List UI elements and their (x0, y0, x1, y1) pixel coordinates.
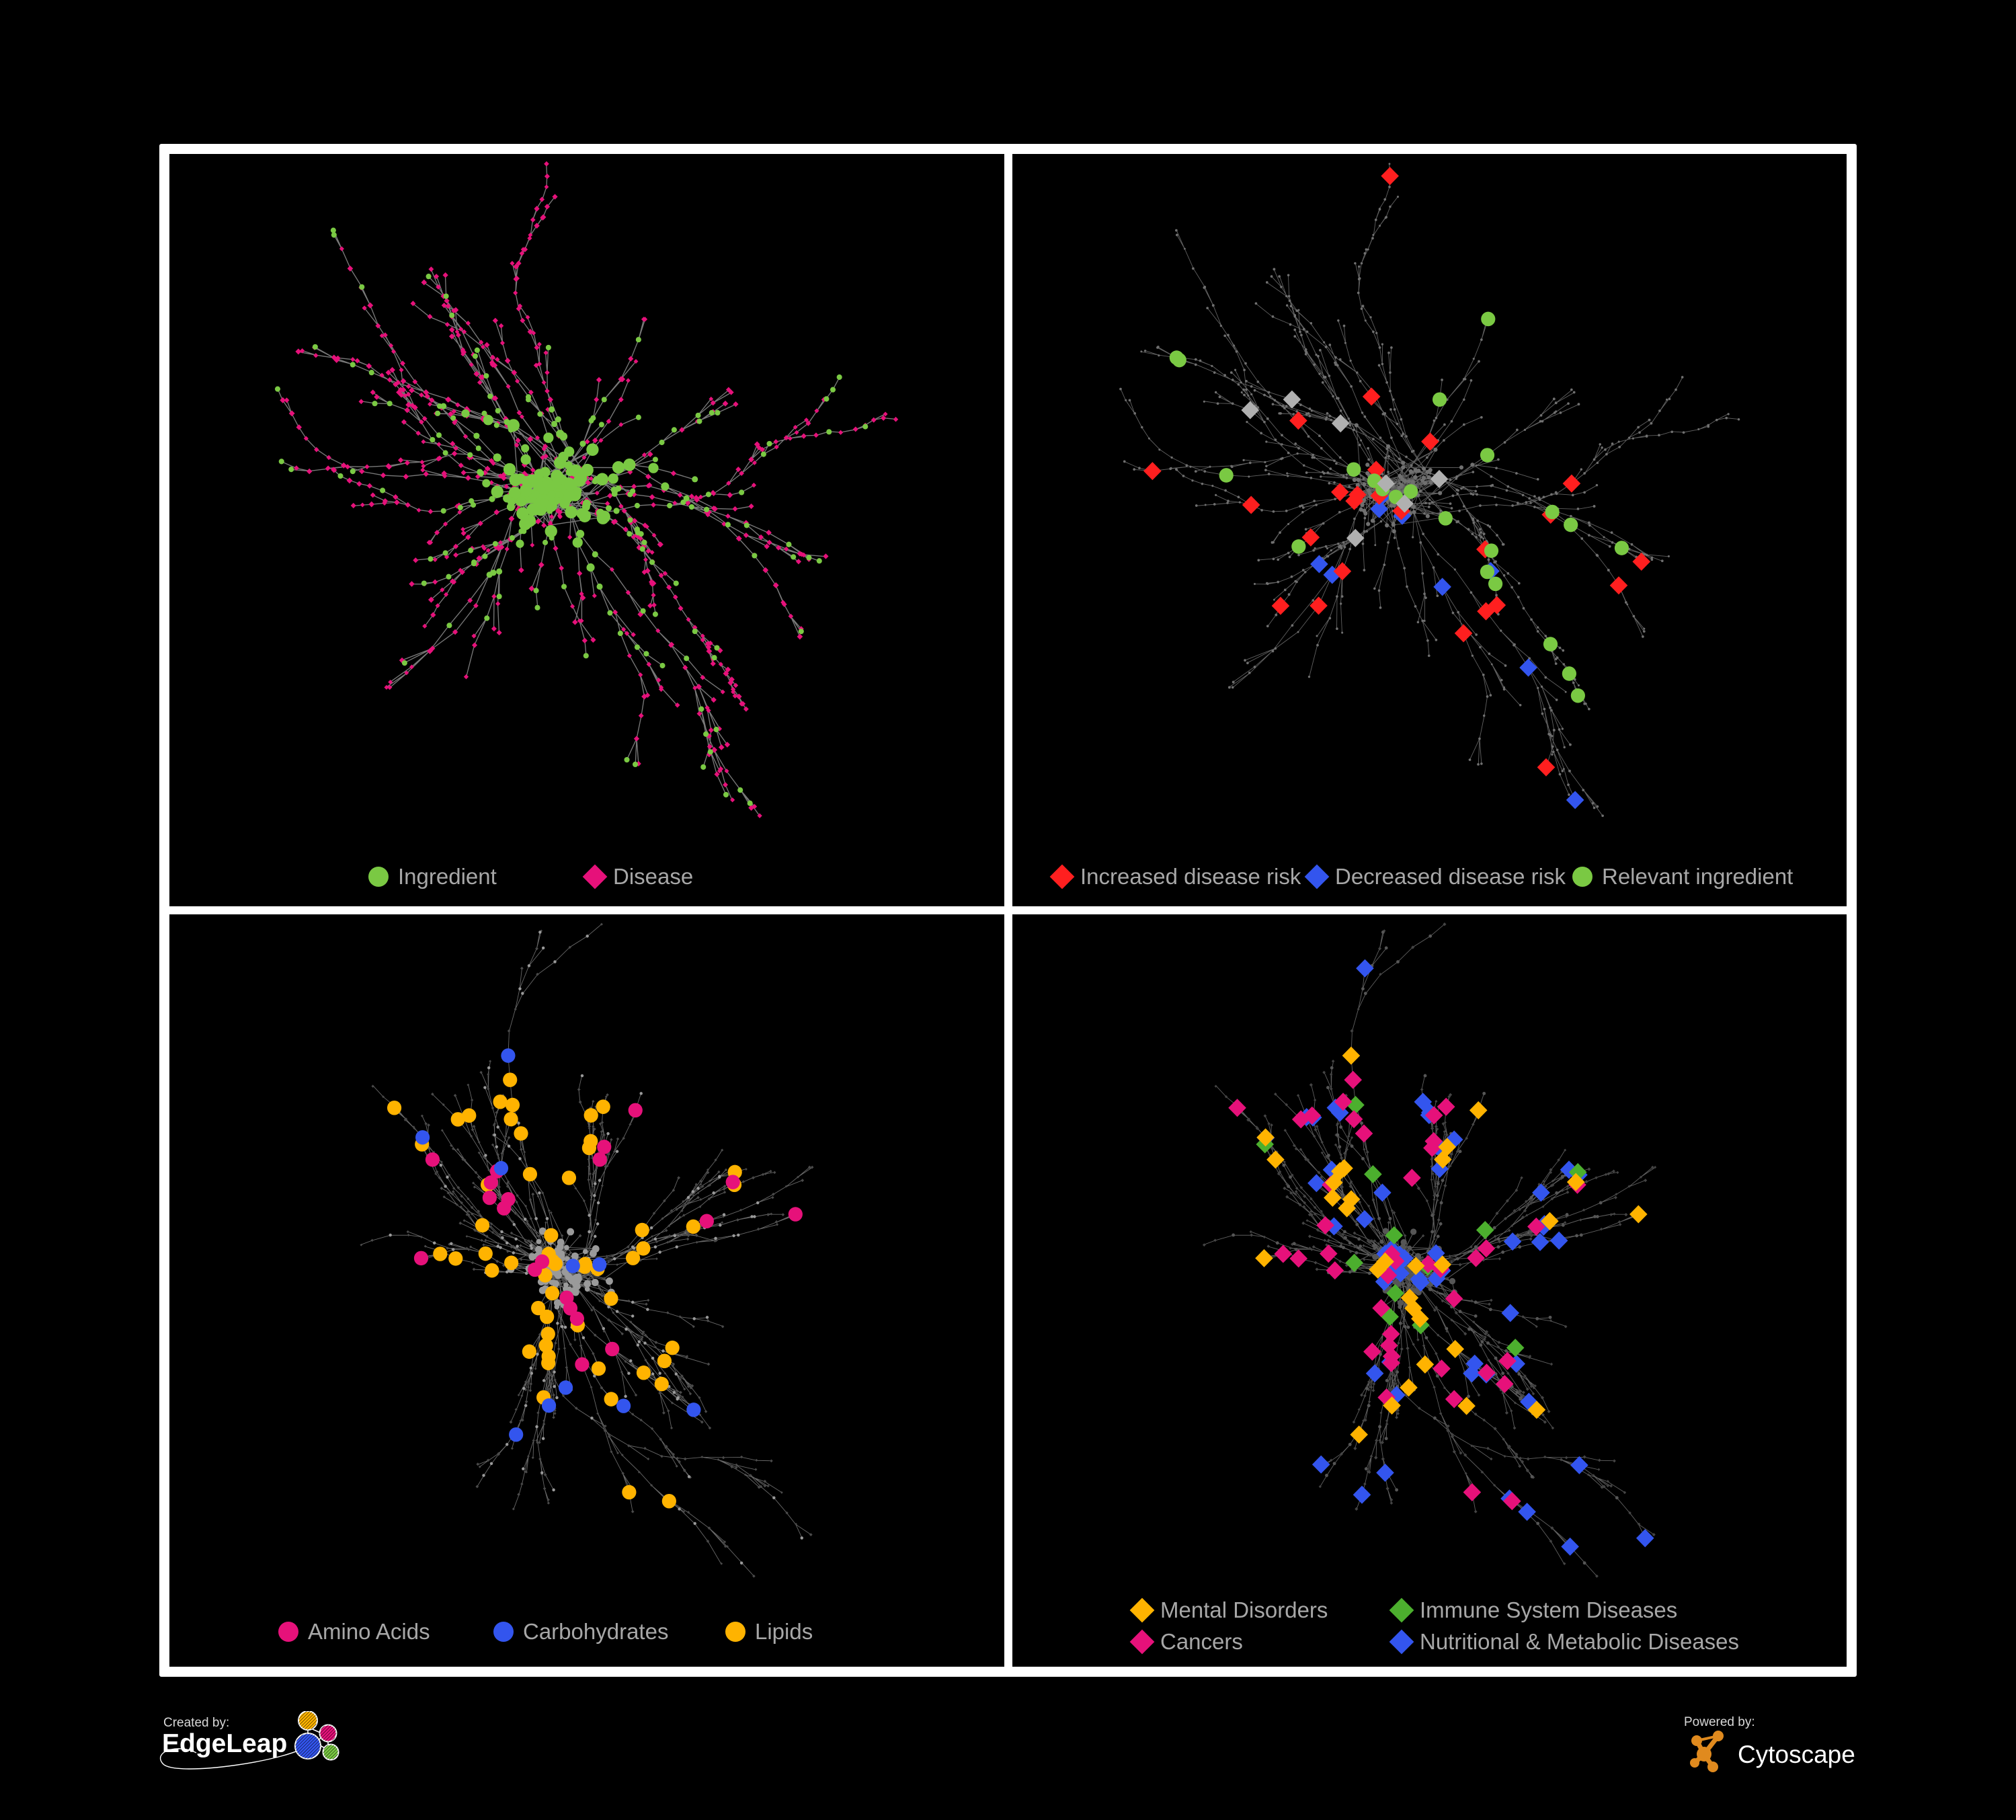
svg-text:Powered by:: Powered by: (1684, 1715, 1755, 1729)
svg-text:EdgeLeap: EdgeLeap (162, 1729, 287, 1758)
svg-text:Cytoscape: Cytoscape (1738, 1741, 1855, 1768)
svg-text:Created by:: Created by: (163, 1716, 229, 1730)
